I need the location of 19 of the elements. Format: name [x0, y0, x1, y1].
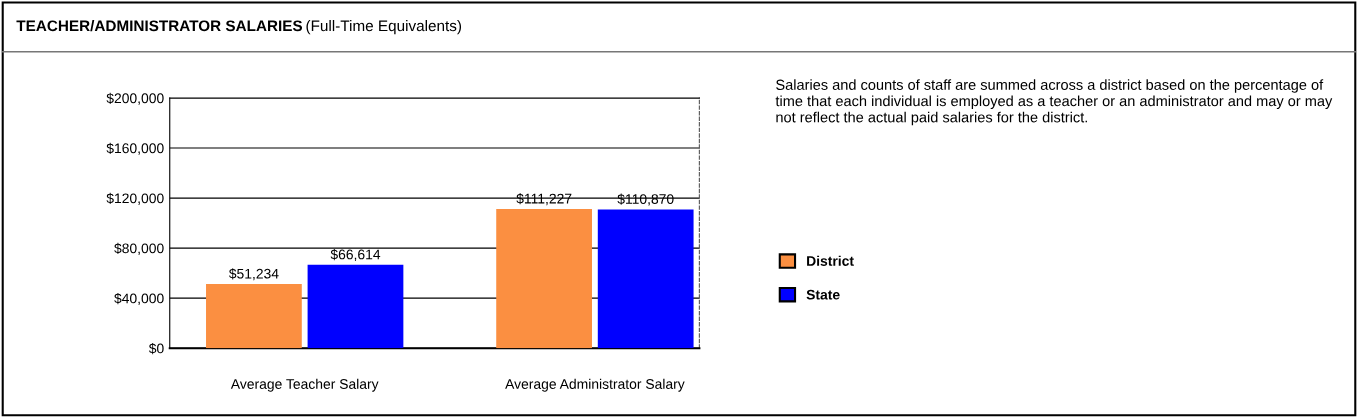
y-tick-label: $120,000 — [106, 192, 164, 205]
x-tick-label: Average Administrator Salary — [505, 378, 685, 392]
legend-label: District — [807, 255, 854, 266]
y-tick-label: $40,000 — [114, 292, 164, 305]
bar — [307, 264, 404, 349]
legend-label: State — [806, 289, 840, 300]
data-label: $51,234 — [228, 268, 279, 281]
bar — [496, 209, 592, 349]
bar — [206, 284, 302, 349]
chart-title: TEACHER/ADMINISTRATOR SALARIES — [16, 19, 303, 32]
y-tick-label: $0 — [148, 342, 164, 355]
x-tick-label: Average Teacher Salary — [230, 378, 379, 392]
y-tick-label: $200,000 — [106, 92, 164, 105]
y-tick-label: $160,000 — [106, 142, 164, 155]
chart-subtitle: (Full-Time Equivalents) — [306, 19, 462, 35]
y-tick-label: $80,000 — [114, 242, 164, 255]
bar — [597, 209, 694, 349]
data-label: $66,614 — [330, 248, 381, 261]
text: Salaries and counts of staff are summed across a district based on the percentage of time that each individual is employed as a teacher or an administrator and may or may not reflect the actual paid salaries for the district. — [775, 79, 1333, 126]
